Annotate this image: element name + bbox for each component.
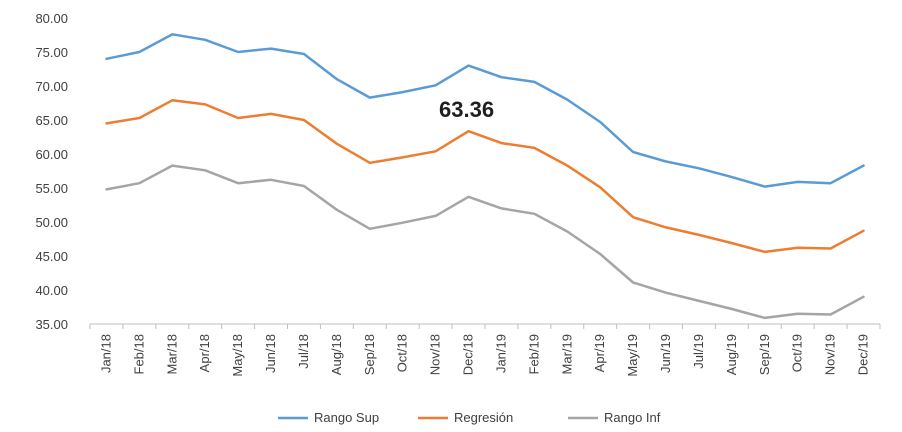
x-tick-label: Jul/19 — [691, 334, 706, 369]
x-tick-label: Aug/19 — [724, 334, 739, 375]
series-line — [105, 164, 865, 320]
x-tick-label: Sep/18 — [362, 334, 377, 375]
legend-label: Regresión — [454, 410, 513, 425]
y-tick-label: 35.00 — [35, 317, 68, 332]
annotation-layer: 63.36 — [439, 97, 494, 122]
legend-label: Rango Inf — [604, 410, 661, 425]
y-tick-label: 55.00 — [35, 181, 68, 196]
y-tick-label: 80.00 — [35, 11, 68, 26]
y-tick-label: 70.00 — [35, 79, 68, 94]
y-tick-label: 75.00 — [35, 45, 68, 60]
legend: Rango Sup Regresión Rango Inf — [278, 410, 661, 425]
x-tick-label: Nov/18 — [428, 334, 443, 375]
x-tick-label: Feb/18 — [131, 334, 146, 374]
x-tick-label: Jan/18 — [98, 334, 113, 373]
x-axis: Jan/18 Feb/18 Mar/18 Apr/18 May/18 Jun/18 Jul/… — [89, 323, 881, 377]
x-tick-label: May/18 — [230, 334, 245, 377]
x-tick-label: Dec/19 — [856, 334, 871, 375]
x-tick-label: Oct/18 — [395, 334, 410, 372]
y-tick-label: 45.00 — [35, 249, 68, 264]
y-tick-label: 50.00 — [35, 215, 68, 230]
series-layer — [105, 33, 865, 320]
x-tick-label: May/19 — [625, 334, 640, 377]
x-tick-label: Nov/19 — [823, 334, 838, 375]
x-tick-label: Jan/19 — [493, 334, 508, 373]
y-tick-label: 65.00 — [35, 113, 68, 128]
x-tick-label: Dec/18 — [461, 334, 476, 375]
x-tick-label: Mar/18 — [164, 334, 179, 374]
x-tick-label: Apr/19 — [592, 334, 607, 372]
series-line — [105, 33, 865, 188]
x-tick-label: Jun/19 — [658, 334, 673, 373]
x-tick-label: Sep/19 — [757, 334, 772, 375]
x-tick-label: Aug/18 — [329, 334, 344, 375]
y-tick-label: 40.00 — [35, 283, 68, 298]
x-tick-label: Apr/18 — [197, 334, 212, 372]
legend-label: Rango Sup — [314, 410, 379, 425]
x-tick-label: Jun/18 — [263, 334, 278, 373]
x-tick-label: Oct/19 — [790, 334, 805, 372]
y-axis: 80.00 75.00 70.00 65.00 60.00 55.00 50.00 45.00… — [35, 11, 68, 332]
data-label: 63.36 — [439, 97, 494, 122]
series-line — [105, 99, 865, 254]
x-tick-label: Feb/19 — [526, 334, 541, 374]
x-tick-label: Mar/19 — [559, 334, 574, 374]
x-tick-label: Jul/18 — [296, 334, 311, 369]
y-tick-label: 60.00 — [35, 147, 68, 162]
